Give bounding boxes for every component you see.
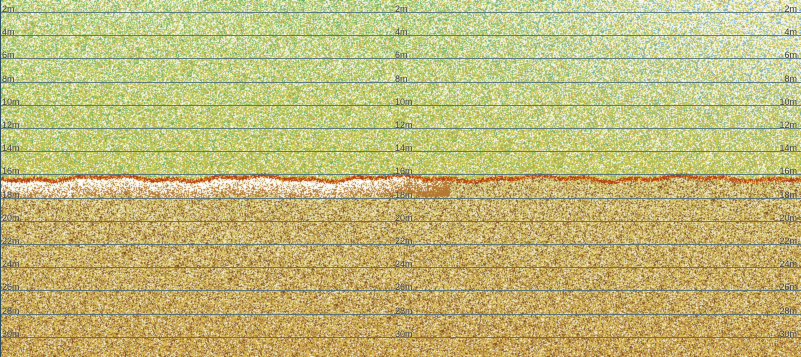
left-edge-line — [0, 0, 1, 357]
